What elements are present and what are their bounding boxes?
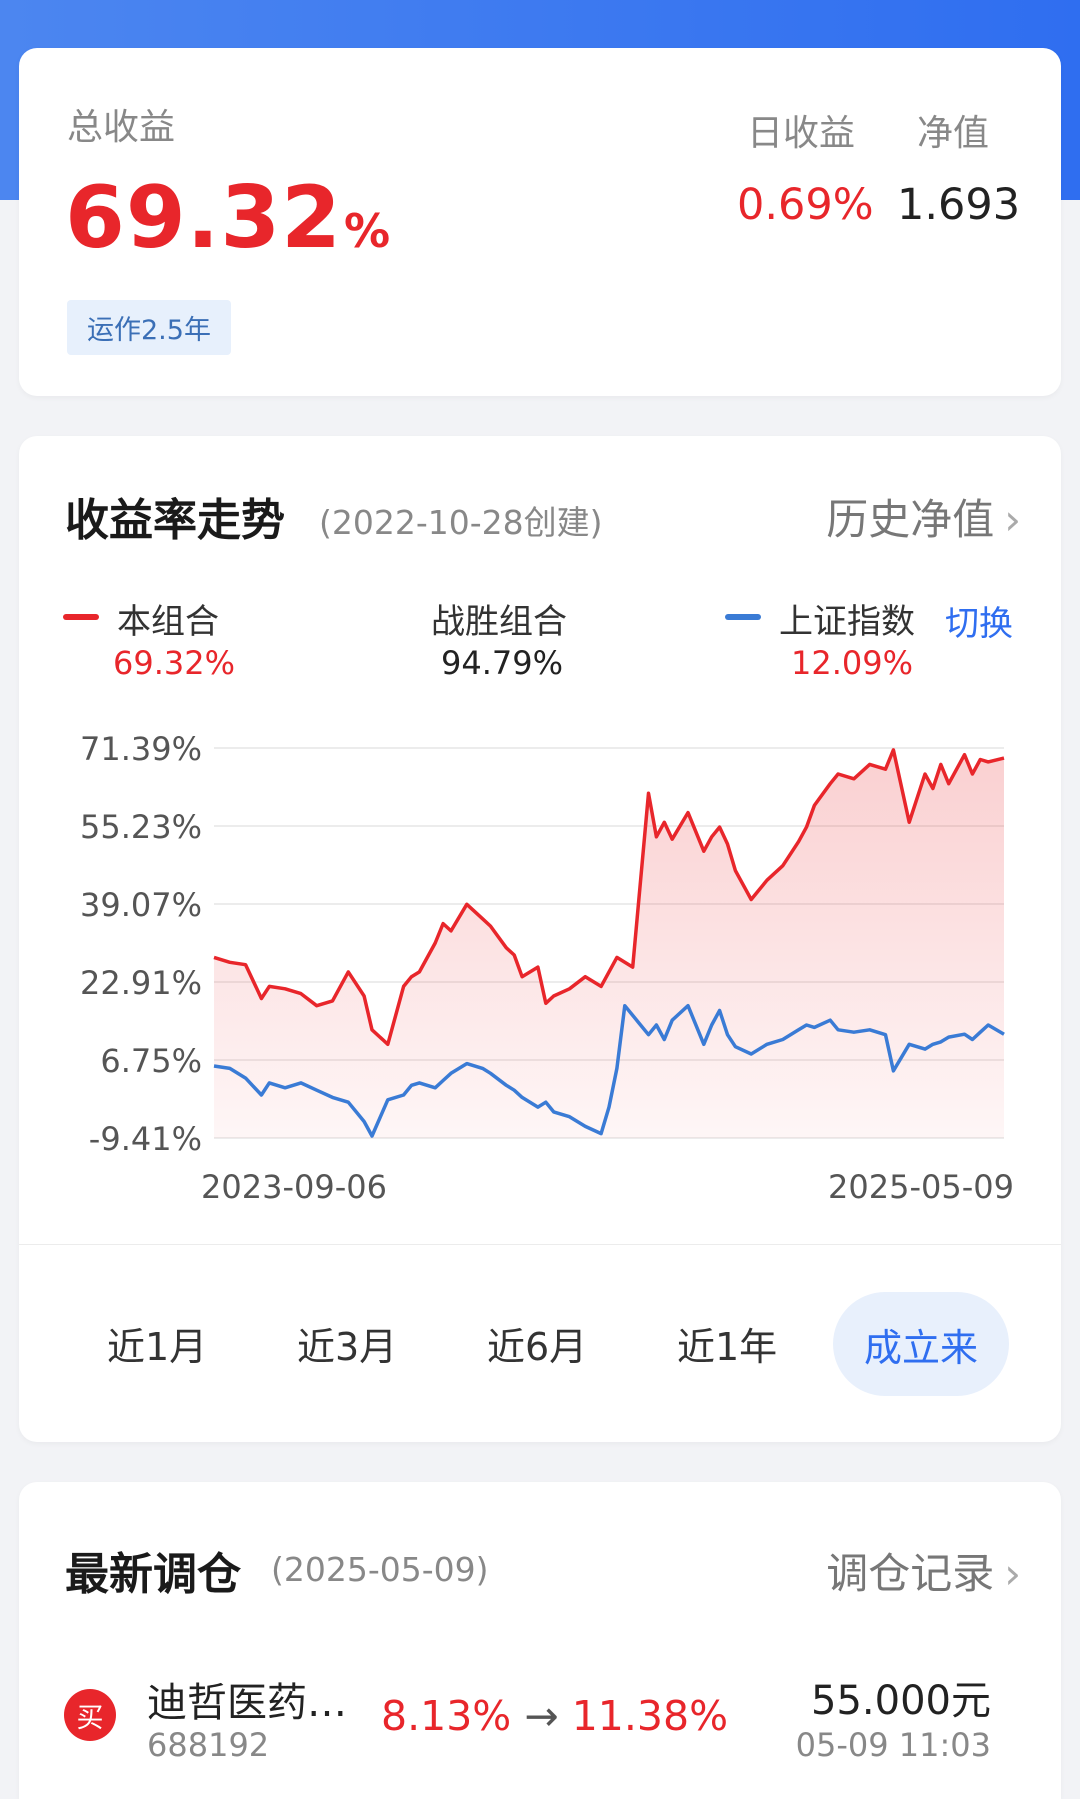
index-series-line [213,1003,1005,1138]
total-return-number: 69.32 [65,168,343,268]
portfolio-area [214,749,1004,1138]
nav-label: 净值 [917,113,990,154]
y-tick-label: 6.75% [100,1042,202,1080]
divider [19,1244,1061,1245]
x-tick-label: 2023-09-06 [201,1168,387,1206]
portfolio-legend-swatch [63,614,99,620]
run-duration-badge: 运作2.5年 [67,300,231,355]
tab-3-months[interactable]: 近3月 [297,1325,398,1369]
tab-1-year[interactable]: 近1年 [677,1325,778,1369]
chevron-right-icon: › [1004,495,1021,544]
tab-6-months[interactable]: 近6月 [487,1325,588,1369]
switch-index-button[interactable]: 切换 [945,604,1013,644]
tab-since-inception[interactable]: 成立来 [833,1292,1009,1396]
rebalance-record-label: 调仓记录 [826,1549,995,1598]
buy-icon: 买 [64,1689,116,1741]
y-tick-label: 22.91% [80,964,202,1002]
y-tick-label: -9.41% [89,1120,202,1158]
stock-name[interactable]: 迪哲医药… [147,1680,347,1726]
summary-card: 总收益 69.32% 运作2.5年 日收益 净值 0.69% 1.693 [19,48,1061,396]
stock-code: 688192 [147,1726,270,1764]
portfolio-legend-name: 本组合 [117,602,219,642]
index-legend-value: 12.09% [791,644,914,682]
return-chart: 71.39% 55.23% 39.07% 22.91% 6.75% -9.41% 2023-… [80,730,1014,1206]
total-return-unit: % [344,204,392,258]
portfolio-legend-value: 69.32% [113,644,236,682]
arrow-right-icon: → [524,1692,559,1740]
rebalance-title: 最新调仓 [65,1549,241,1600]
y-tick-label: 39.07% [80,886,202,924]
rebalance-card: 最新调仓 (2025-05-09) 调仓记录 › 买 迪哲医药… 688192 8… [19,1482,1061,1799]
beat-legend-value: 94.79% [441,644,564,682]
trade-time: 05-09 11:03 [795,1726,991,1764]
trade-price: 55.000元 [811,1678,991,1724]
chevron-right-icon: › [1004,1549,1021,1598]
index-legend-name: 上证指数 [779,602,915,642]
daily-return-value: 0.69% [737,180,874,230]
total-return-label: 总收益 [67,107,176,148]
y-tick-label: 71.39% [80,730,202,768]
index-legend-swatch [725,614,761,620]
x-tick-label: 2025-05-09 [828,1168,1014,1206]
nav-value: 1.693 [897,180,1021,230]
tab-1-month[interactable]: 近1月 [107,1325,208,1369]
daily-return-label: 日收益 [747,113,856,154]
buy-action-label: 买 [76,1702,104,1734]
trend-created-date: (2022-10-28创建) [319,503,603,542]
portfolio-series-line [213,748,1005,1047]
weight-change: 8.13% → 11.38% [381,1692,728,1740]
weight-from: 8.13% [381,1692,512,1740]
rebalance-date: (2025-05-09) [271,1550,489,1589]
total-return-value: 69.32% [65,168,391,268]
rebalance-record-link[interactable]: 调仓记录 › [826,1540,1021,1601]
return-trend-card: 收益率走势 (2022-10-28创建) 历史净值 › 本组合 69.32% 战胜… [19,436,1061,1442]
history-nav-label: 历史净值 [826,495,995,544]
weight-to: 11.38% [571,1692,729,1740]
y-tick-label: 55.23% [80,808,202,846]
history-nav-link[interactable]: 历史净值 › [826,486,1021,547]
beat-legend-name: 战胜组合 [431,602,567,642]
trend-title: 收益率走势 [65,495,285,546]
tab-since-inception-label: 成立来 [863,1325,978,1370]
